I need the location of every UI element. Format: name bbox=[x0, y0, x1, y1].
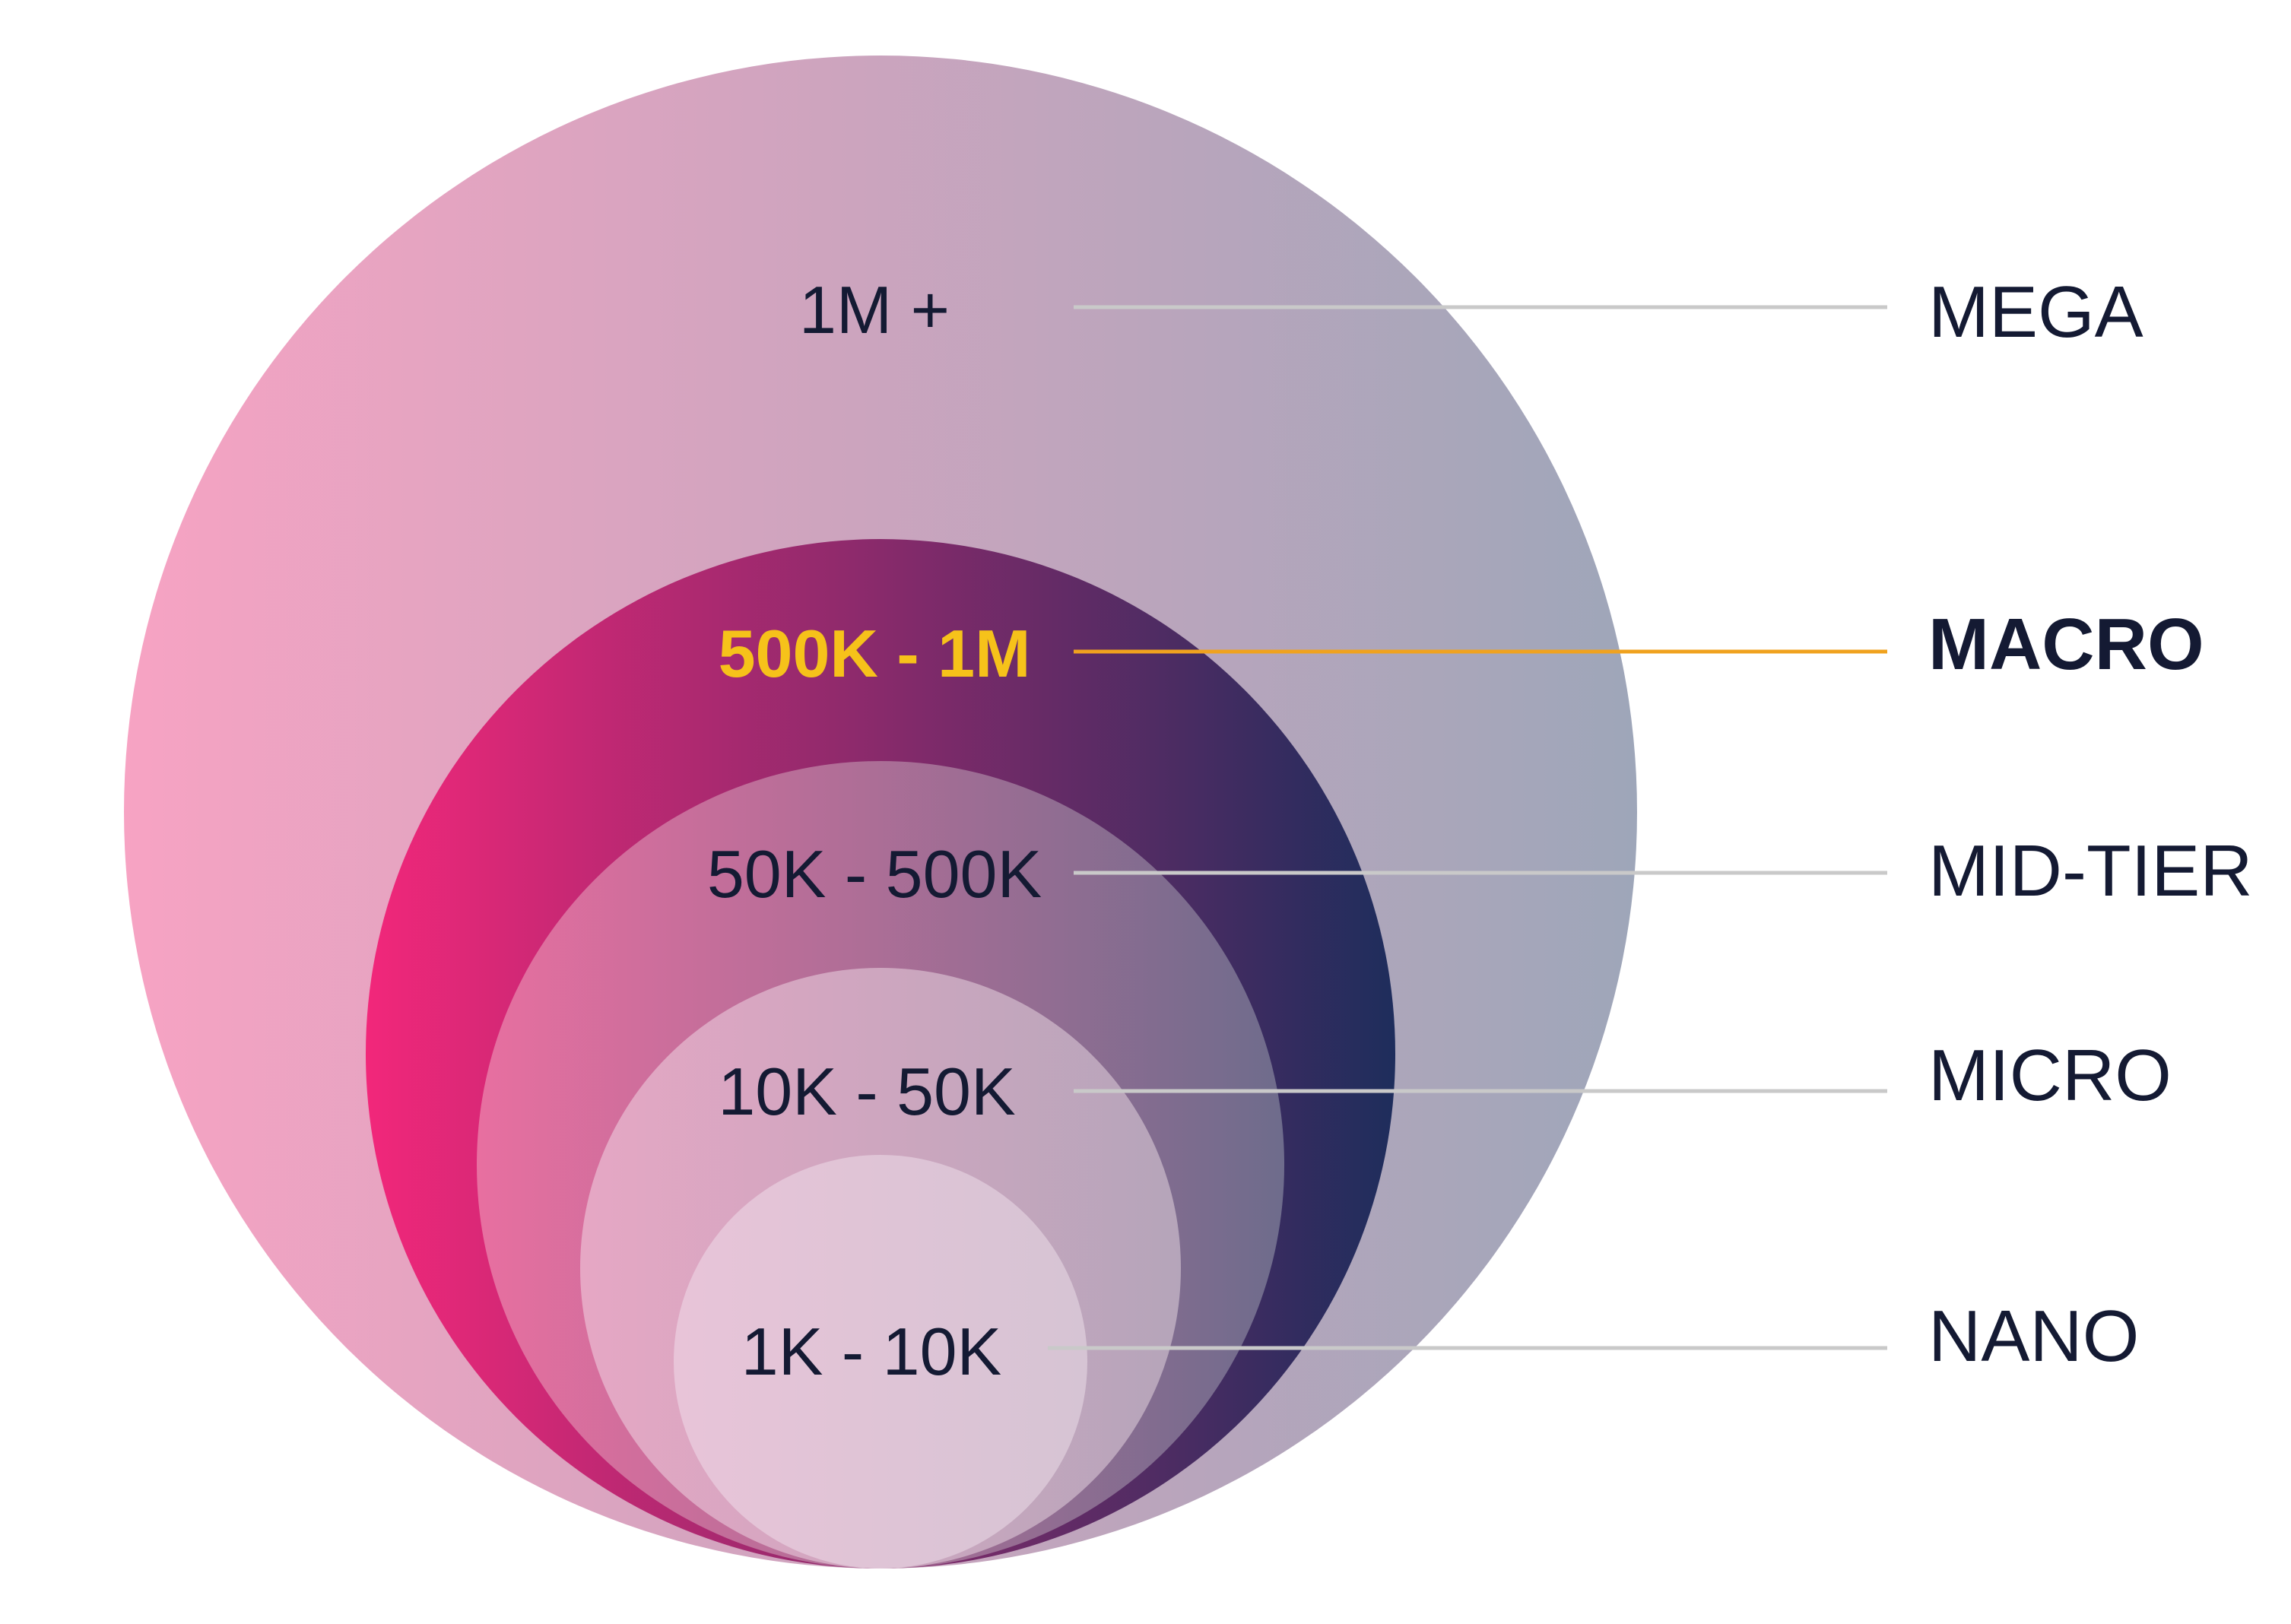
mega-range-label: 1M + bbox=[799, 272, 950, 347]
range-labels: 1M + 500K - 1M 50K - 500K 10K - 50K 1K -… bbox=[707, 272, 1042, 1389]
mid-tier-range-label: 50K - 500K bbox=[707, 836, 1042, 912]
micro-tier-label: MICRO bbox=[1928, 1035, 2172, 1116]
mega-tier-label: MEGA bbox=[1928, 271, 2143, 353]
tier-circles bbox=[124, 56, 1637, 1568]
macro-range-label: 500K - 1M bbox=[719, 616, 1031, 691]
micro-range-label: 10K - 50K bbox=[718, 1054, 1015, 1129]
macro-tier-label: MACRO bbox=[1928, 604, 2204, 685]
leader-lines bbox=[1048, 305, 1887, 1350]
nano-tier-label: NANO bbox=[1928, 1296, 2139, 1377]
mid-tier-tier-label: MID-TIER bbox=[1928, 830, 2253, 912]
tier-labels: MEGA MACRO MID-TIER MICRO NANO bbox=[1928, 271, 2253, 1377]
nano-circle bbox=[674, 1155, 1087, 1568]
nano-range-label: 1K - 10K bbox=[741, 1314, 1001, 1389]
